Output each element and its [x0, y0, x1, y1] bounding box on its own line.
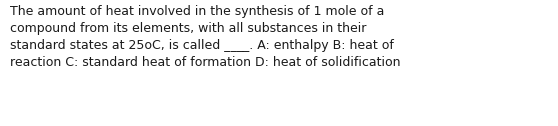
Text: The amount of heat involved in the synthesis of 1 mole of a
compound from its el: The amount of heat involved in the synth… [10, 5, 401, 69]
